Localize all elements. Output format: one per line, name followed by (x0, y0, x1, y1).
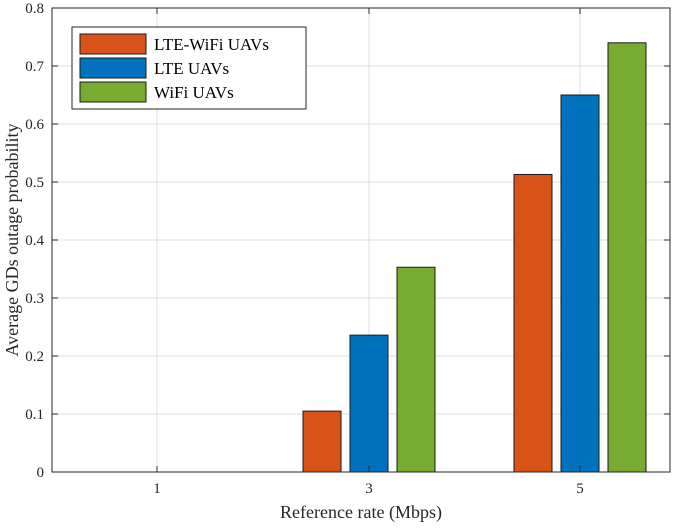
bar-lte-uavs-3 (349, 334, 389, 473)
x-tick-label: 1 (153, 481, 161, 497)
bar-wifi-uavs-5 (607, 42, 647, 473)
legend-swatch (79, 57, 147, 79)
x-ticks: 1 3 5 (153, 8, 584, 497)
y-tick-label: 0.2 (25, 349, 44, 365)
y-tick-label: 0.6 (25, 117, 44, 133)
x-axis-label: Reference rate (Mbps) (280, 502, 442, 523)
y-tick-label: 0.7 (25, 59, 44, 75)
y-tick-label: 0.1 (25, 407, 44, 423)
legend-label: LTE UAVs (154, 59, 229, 78)
legend-swatch (79, 81, 147, 103)
y-tick-label: 0.4 (25, 233, 44, 249)
y-tick-label: 0.8 (25, 1, 44, 17)
y-tick-label: 0.5 (25, 175, 44, 191)
y-tick-label: 0 (37, 465, 45, 481)
bars (302, 42, 647, 473)
x-tick-label: 5 (576, 481, 584, 497)
y-tick-label: 0.3 (25, 291, 44, 307)
bar-lte-uavs-5 (560, 94, 600, 473)
y-ticks: 0 0.1 0.2 0.3 0.4 0.5 0.6 0.7 0.8 (25, 1, 670, 481)
legend-label: WiFi UAVs (154, 83, 234, 102)
legend: LTE-WiFi UAVs LTE UAVs WiFi UAVs (71, 26, 307, 110)
legend-swatch (79, 33, 147, 55)
bar-lte-wifi-uavs-5 (513, 173, 553, 473)
y-axis-label: Average GDs outage probability (2, 123, 22, 356)
bar-lte-wifi-uavs-3 (302, 410, 342, 473)
legend-label: LTE-WiFi UAVs (154, 35, 269, 54)
bar-wifi-uavs-3 (396, 266, 436, 473)
x-tick-label: 3 (365, 481, 373, 497)
